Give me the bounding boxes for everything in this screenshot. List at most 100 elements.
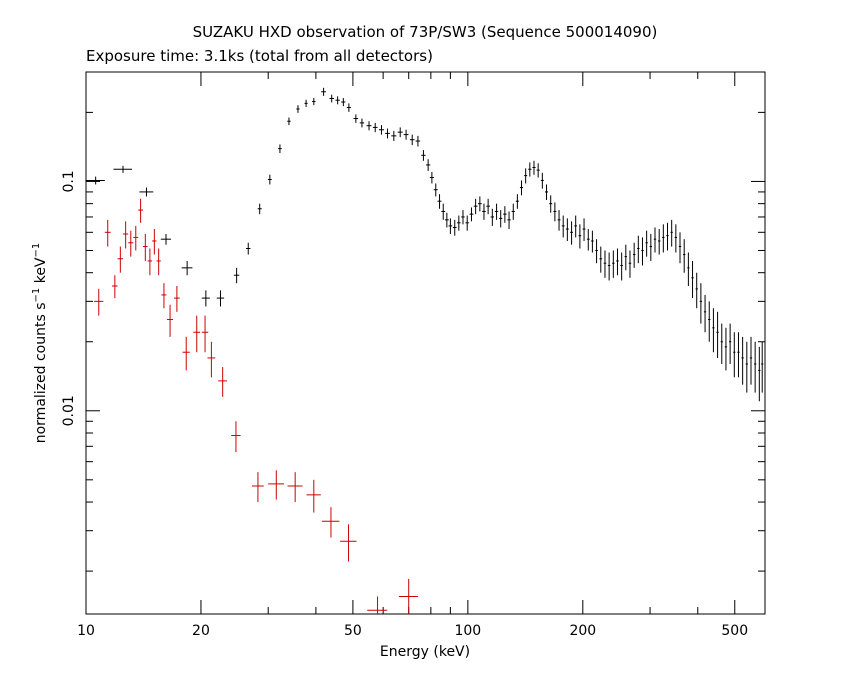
data-point <box>570 221 573 245</box>
x-axis: 10 20 50 100 200 500 <box>77 72 766 639</box>
data-point <box>499 210 503 228</box>
data-point <box>678 232 682 264</box>
data-point <box>553 202 557 222</box>
data-point <box>429 171 434 184</box>
data-point <box>173 285 180 312</box>
data-point <box>287 117 291 126</box>
data-point <box>482 203 486 220</box>
data-point <box>152 229 157 255</box>
y-tick-label: 0.01 <box>61 395 77 426</box>
data-point <box>469 207 474 222</box>
y-axis-label-mid: keV <box>33 257 49 288</box>
data-point <box>674 224 678 253</box>
data-point <box>346 103 351 112</box>
data-point <box>632 242 636 268</box>
data-point <box>112 275 118 299</box>
data-point <box>156 248 161 276</box>
data-point <box>104 219 111 247</box>
data-point <box>465 215 469 231</box>
data-point <box>645 230 648 257</box>
data-point <box>657 229 661 255</box>
data-point <box>628 250 632 278</box>
data-point <box>477 196 482 212</box>
data-point <box>603 250 607 278</box>
y-axis-label-main: normalized counts s <box>33 302 49 443</box>
data-point <box>415 135 421 147</box>
x-tick-label: 500 <box>721 623 748 639</box>
data-point <box>398 578 418 614</box>
data-point <box>372 122 378 133</box>
data-point <box>595 239 598 264</box>
data-point <box>160 233 172 245</box>
data-point <box>586 229 590 251</box>
data-point <box>733 332 736 378</box>
data-point <box>94 288 104 316</box>
data-point <box>278 144 282 154</box>
x-tick-label: 10 <box>77 623 95 639</box>
data-point <box>117 246 124 273</box>
data-point <box>703 294 707 333</box>
y-axis-label-sup1: −1 <box>31 288 42 303</box>
data-point <box>267 174 272 185</box>
data-point <box>341 98 346 107</box>
data-point <box>519 180 524 196</box>
y-axis-label: normalized counts s−1 keV−1 <box>31 243 49 444</box>
data-point <box>641 237 644 266</box>
data-point <box>421 150 426 161</box>
data-point <box>591 230 594 253</box>
x-axis-label: Energy (keV) <box>380 644 470 660</box>
data-point <box>359 118 365 128</box>
data-point <box>758 346 761 402</box>
data-point <box>353 114 359 123</box>
data-point <box>599 246 603 273</box>
data-point <box>366 121 372 131</box>
data-point <box>528 162 532 177</box>
data-point <box>403 129 409 140</box>
y-axis-label-sup2: −1 <box>31 243 42 258</box>
data-point <box>321 87 326 96</box>
data-point <box>306 479 321 513</box>
x-tick-label: 200 <box>569 623 596 639</box>
data-point <box>737 332 740 378</box>
data-point <box>167 304 174 337</box>
data-point <box>304 99 308 108</box>
data-point <box>532 160 536 175</box>
data-point <box>761 341 764 393</box>
data-point <box>207 341 216 378</box>
data-point <box>257 203 262 215</box>
y-tick-label: 0.1 <box>61 170 77 192</box>
data-point <box>461 210 465 225</box>
data-point <box>620 252 623 281</box>
chart-title: SUZAKU HXD observation of 73P/SW3 (Seque… <box>193 23 658 41</box>
data-point <box>161 283 167 309</box>
data-point <box>749 336 753 385</box>
data-point <box>683 239 686 273</box>
data-point <box>441 203 446 220</box>
data-point <box>515 194 519 209</box>
data-point <box>582 218 586 241</box>
data-point <box>540 172 544 189</box>
data-point <box>687 252 690 286</box>
data-point <box>741 336 744 385</box>
data-point <box>139 187 154 197</box>
data-point <box>549 195 553 213</box>
data-point <box>385 128 390 139</box>
data-point <box>670 219 673 247</box>
data-point <box>544 184 549 200</box>
data-point <box>216 290 225 307</box>
data-point <box>123 221 129 249</box>
data-point <box>662 224 665 253</box>
data-point <box>391 130 397 142</box>
data-point <box>201 315 209 353</box>
data-point <box>574 215 578 238</box>
data-point <box>708 301 711 342</box>
data-point <box>612 250 615 278</box>
data-point <box>503 206 507 223</box>
data-point <box>452 219 457 236</box>
data-point <box>473 198 478 215</box>
data-point <box>426 159 431 172</box>
data-point <box>340 524 357 562</box>
series-1 <box>94 198 418 614</box>
data-point <box>653 227 657 253</box>
